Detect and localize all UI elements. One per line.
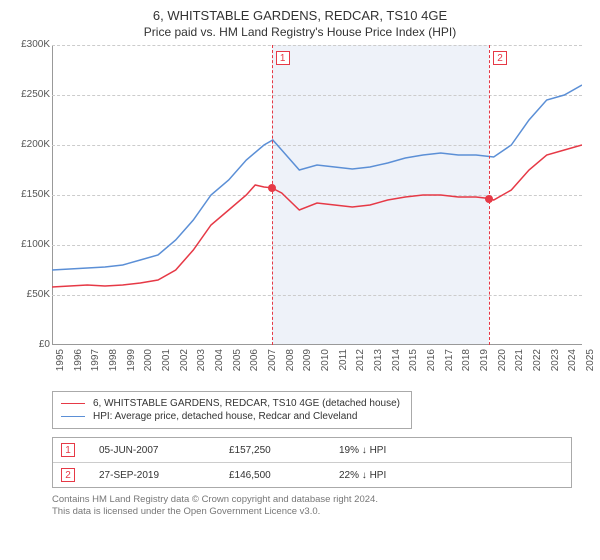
y-axis-label: £200K	[12, 139, 50, 150]
x-axis-label: 2022	[532, 349, 543, 379]
x-axis-label: 2006	[249, 349, 260, 379]
x-axis-label: 2013	[373, 349, 384, 379]
sale-price: £146,500	[229, 470, 339, 481]
x-axis-label: 2010	[320, 349, 331, 379]
chart-title: 6, WHITSTABLE GARDENS, REDCAR, TS10 4GE	[12, 8, 588, 23]
table-row: 1 05-JUN-2007 £157,250 19% ↓ HPI	[53, 438, 571, 462]
x-axis-label: 2018	[461, 349, 472, 379]
sale-marker	[268, 184, 276, 192]
x-axis-label: 2000	[143, 349, 154, 379]
legend: 6, WHITSTABLE GARDENS, REDCAR, TS10 4GE …	[52, 391, 412, 429]
x-axis-label: 2024	[567, 349, 578, 379]
sale-delta: 22% ↓ HPI	[339, 470, 459, 481]
hpi-line	[52, 85, 582, 270]
y-axis-label: £100K	[12, 239, 50, 250]
x-axis-label: 2017	[444, 349, 455, 379]
legend-item: HPI: Average price, detached house, Redc…	[61, 411, 403, 422]
legend-item: 6, WHITSTABLE GARDENS, REDCAR, TS10 4GE …	[61, 398, 403, 409]
x-axis-label: 2002	[179, 349, 190, 379]
x-axis-label: 2004	[214, 349, 225, 379]
x-axis-label: 2008	[285, 349, 296, 379]
x-axis-label: 2005	[232, 349, 243, 379]
price-paid-line	[52, 145, 582, 287]
x-axis-label: 1995	[55, 349, 66, 379]
sales-table: 1 05-JUN-2007 £157,250 19% ↓ HPI 2 27-SE…	[52, 437, 572, 488]
event-line	[272, 45, 273, 345]
x-axis-label: 2012	[355, 349, 366, 379]
x-axis-label: 2011	[338, 349, 349, 379]
sale-badge: 2	[61, 468, 75, 482]
x-axis-label: 1999	[126, 349, 137, 379]
x-axis-label: 2009	[302, 349, 313, 379]
y-axis-label: £250K	[12, 89, 50, 100]
y-axis-label: £300K	[12, 39, 50, 50]
event-badge: 1	[276, 51, 290, 65]
x-axis-label: 2021	[514, 349, 525, 379]
sale-price: £157,250	[229, 445, 339, 456]
y-axis-label: £50K	[12, 289, 50, 300]
y-axis-label: £0	[12, 339, 50, 350]
x-axis-label: 2003	[196, 349, 207, 379]
footer-line: Contains HM Land Registry data © Crown c…	[52, 494, 588, 506]
x-axis-label: 2020	[497, 349, 508, 379]
legend-swatch	[61, 416, 85, 417]
x-axis-label: 1997	[90, 349, 101, 379]
legend-label: 6, WHITSTABLE GARDENS, REDCAR, TS10 4GE …	[93, 398, 400, 409]
y-axis-label: £150K	[12, 189, 50, 200]
sale-date: 27-SEP-2019	[99, 470, 229, 481]
footer-line: This data is licensed under the Open Gov…	[52, 506, 588, 518]
legend-swatch	[61, 403, 85, 404]
x-axis-label: 2015	[408, 349, 419, 379]
chart-subtitle: Price paid vs. HM Land Registry's House …	[12, 25, 588, 39]
x-axis-label: 2025	[585, 349, 596, 379]
x-axis-label: 2023	[550, 349, 561, 379]
table-row: 2 27-SEP-2019 £146,500 22% ↓ HPI	[53, 462, 571, 487]
sale-delta: 19% ↓ HPI	[339, 445, 459, 456]
footer: Contains HM Land Registry data © Crown c…	[52, 494, 588, 519]
x-axis-label: 2007	[267, 349, 278, 379]
sale-date: 05-JUN-2007	[99, 445, 229, 456]
sale-badge: 1	[61, 443, 75, 457]
event-badge: 2	[493, 51, 507, 65]
chart-area: £0£50K£100K£150K£200K£250K£300K199519961…	[12, 45, 588, 385]
sale-marker	[485, 195, 493, 203]
legend-label: HPI: Average price, detached house, Redc…	[93, 411, 357, 422]
chart-lines	[52, 45, 582, 345]
x-axis-label: 1998	[108, 349, 119, 379]
x-axis-label: 2014	[391, 349, 402, 379]
x-axis-label: 2016	[426, 349, 437, 379]
x-axis-label: 1996	[73, 349, 84, 379]
x-axis-label: 2001	[161, 349, 172, 379]
x-axis-label: 2019	[479, 349, 490, 379]
